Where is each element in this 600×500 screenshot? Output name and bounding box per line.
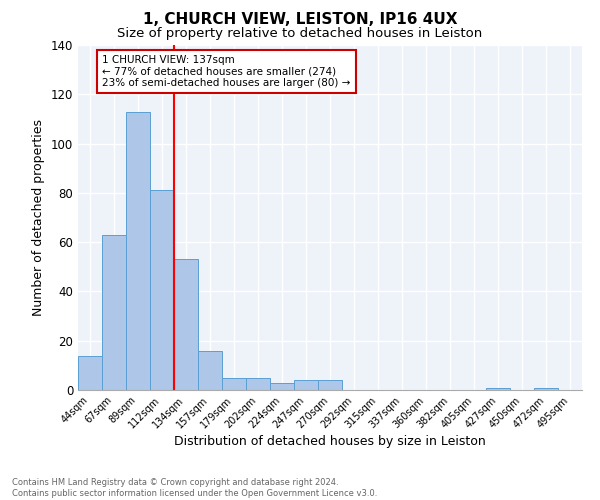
- Bar: [246, 378, 270, 390]
- Bar: [486, 388, 510, 390]
- Text: 1 CHURCH VIEW: 137sqm
← 77% of detached houses are smaller (274)
23% of semi-det: 1 CHURCH VIEW: 137sqm ← 77% of detached …: [102, 55, 350, 88]
- Text: Contains HM Land Registry data © Crown copyright and database right 2024.
Contai: Contains HM Land Registry data © Crown c…: [12, 478, 377, 498]
- Bar: [174, 260, 198, 390]
- Text: Size of property relative to detached houses in Leiston: Size of property relative to detached ho…: [118, 28, 482, 40]
- Bar: [78, 356, 102, 390]
- Bar: [102, 235, 126, 390]
- Bar: [318, 380, 342, 390]
- Y-axis label: Number of detached properties: Number of detached properties: [32, 119, 45, 316]
- Bar: [126, 112, 150, 390]
- Bar: [294, 380, 318, 390]
- Bar: [534, 388, 558, 390]
- Bar: [270, 382, 294, 390]
- X-axis label: Distribution of detached houses by size in Leiston: Distribution of detached houses by size …: [174, 436, 486, 448]
- Bar: [222, 378, 246, 390]
- Text: 1, CHURCH VIEW, LEISTON, IP16 4UX: 1, CHURCH VIEW, LEISTON, IP16 4UX: [143, 12, 457, 28]
- Bar: [198, 350, 222, 390]
- Bar: [150, 190, 174, 390]
